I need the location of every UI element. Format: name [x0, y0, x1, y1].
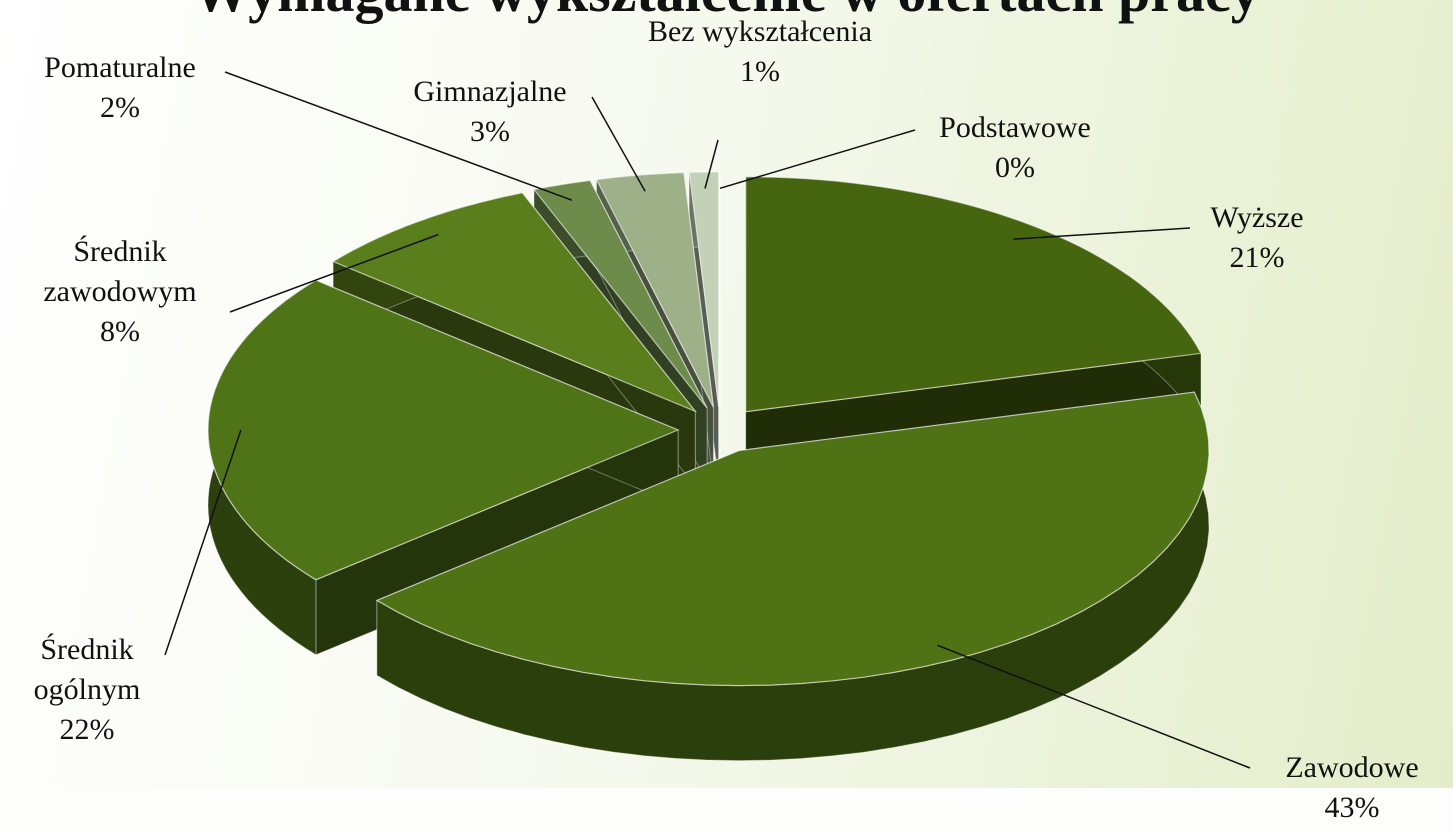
category-label: Pomaturalne — [44, 51, 196, 84]
category-label: Zawodowe — [1285, 751, 1419, 784]
category-label: Podstawowe — [939, 111, 1091, 144]
category-label: Średnik ogólnym — [33, 633, 141, 706]
leader-line — [704, 139, 719, 189]
leader-line — [1013, 227, 1191, 240]
data-label: Wyższe 21% — [1157, 198, 1357, 278]
data-label: Zawodowe 43% — [1252, 748, 1452, 828]
value-label: 1% — [740, 55, 780, 88]
slice — [207, 279, 680, 581]
value-label: 3% — [470, 115, 510, 148]
leader-line — [224, 71, 573, 201]
slice — [331, 192, 698, 413]
slice — [688, 171, 720, 407]
leader-line — [591, 96, 646, 192]
pie-tops — [207, 171, 1210, 687]
slice — [375, 391, 1210, 687]
leader-line — [937, 644, 1251, 769]
data-label: Bez wykształcenia 1% — [635, 12, 885, 92]
category-label: Średnik zawodowym — [43, 235, 197, 308]
leader-line — [164, 429, 242, 656]
slice — [532, 179, 708, 409]
data-label: Średnik zawodowym 8% — [10, 232, 230, 352]
leader-lines — [164, 71, 1251, 769]
value-label: 43% — [1324, 791, 1380, 824]
bottom-strip — [0, 788, 1453, 832]
chart-title: Wymagane wykształcenie w ofertach pracy — [192, 0, 1259, 25]
category-label: Gimnazjalne — [413, 75, 567, 108]
slice — [595, 171, 714, 408]
data-label: Podstawowe 0% — [905, 108, 1125, 188]
value-label: 0% — [995, 151, 1035, 184]
category-label: Wyższe — [1210, 201, 1304, 234]
value-label: 2% — [100, 91, 140, 124]
slice — [745, 176, 1202, 413]
data-label: Gimnazjalne 3% — [380, 72, 600, 152]
value-label: 22% — [59, 713, 115, 746]
leader-line — [229, 233, 439, 313]
category-label: Bez wykształcenia — [647, 15, 873, 48]
value-label: 8% — [100, 315, 140, 348]
data-label: Średnik ogólnym 22% — [7, 630, 167, 750]
value-label: 21% — [1229, 241, 1285, 274]
data-label: Pomaturalne 2% — [10, 48, 230, 128]
leader-line — [719, 129, 916, 190]
